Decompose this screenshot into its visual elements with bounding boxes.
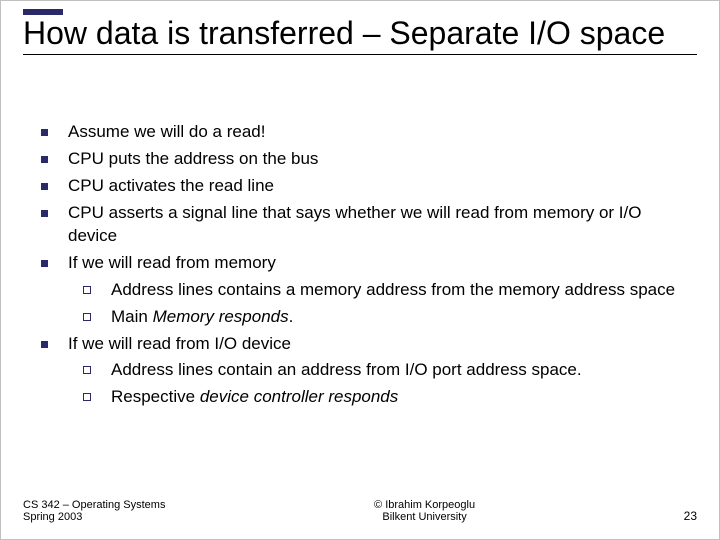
square-bullet-icon <box>41 183 48 190</box>
bullet-level1: CPU puts the address on the bus <box>41 148 679 171</box>
square-bullet-icon <box>41 156 48 163</box>
slide-title: How data is transferred – Separate I/O s… <box>23 15 697 52</box>
square-bullet-icon <box>41 260 48 267</box>
hollow-square-bullet-icon <box>83 366 91 374</box>
bullet-text: Main Memory responds. <box>111 306 293 329</box>
bullet-level1: CPU activates the read line <box>41 175 679 198</box>
hollow-square-bullet-icon <box>83 393 91 401</box>
bullet-text: CPU asserts a signal line that says whet… <box>68 202 679 248</box>
slide: How data is transferred – Separate I/O s… <box>0 0 720 540</box>
hollow-square-bullet-icon <box>83 313 91 321</box>
bullet-level2: Main Memory responds. <box>41 306 679 329</box>
hollow-square-bullet-icon <box>83 286 91 294</box>
term-label: Spring 2003 <box>23 511 165 523</box>
bullet-level1: CPU asserts a signal line that says whet… <box>41 202 679 248</box>
content-area: Assume we will do a read! CPU puts the ad… <box>41 121 679 413</box>
title-container: How data is transferred – Separate I/O s… <box>23 15 697 55</box>
footer-center: © Ibrahim Korpeoglu Bilkent University <box>374 499 475 523</box>
bullet-text: Respective device controller responds <box>111 386 398 409</box>
bullet-level2: Address lines contains a memory address … <box>41 279 679 302</box>
square-bullet-icon <box>41 341 48 348</box>
bullet-text: Assume we will do a read! <box>68 121 265 144</box>
bullet-level2: Respective device controller responds <box>41 386 679 409</box>
bullet-level1: If we will read from I/O device <box>41 333 679 356</box>
copyright-label: © Ibrahim Korpeoglu <box>374 499 475 511</box>
footer-left: CS 342 – Operating Systems Spring 2003 <box>23 499 165 523</box>
university-label: Bilkent University <box>374 511 475 523</box>
page-number: 23 <box>684 509 697 523</box>
square-bullet-icon <box>41 210 48 217</box>
bullet-text: If we will read from I/O device <box>68 333 291 356</box>
footer: CS 342 – Operating Systems Spring 2003 ©… <box>23 499 697 523</box>
bullet-text: CPU puts the address on the bus <box>68 148 318 171</box>
bullet-text: If we will read from memory <box>68 252 276 275</box>
bullet-text: CPU activates the read line <box>68 175 274 198</box>
course-label: CS 342 – Operating Systems <box>23 499 165 511</box>
bullet-level1: Assume we will do a read! <box>41 121 679 144</box>
bullet-text: Address lines contains a memory address … <box>111 279 675 302</box>
bullet-text: Address lines contain an address from I/… <box>111 359 582 382</box>
bullet-level1: If we will read from memory <box>41 252 679 275</box>
square-bullet-icon <box>41 129 48 136</box>
bullet-level2: Address lines contain an address from I/… <box>41 359 679 382</box>
